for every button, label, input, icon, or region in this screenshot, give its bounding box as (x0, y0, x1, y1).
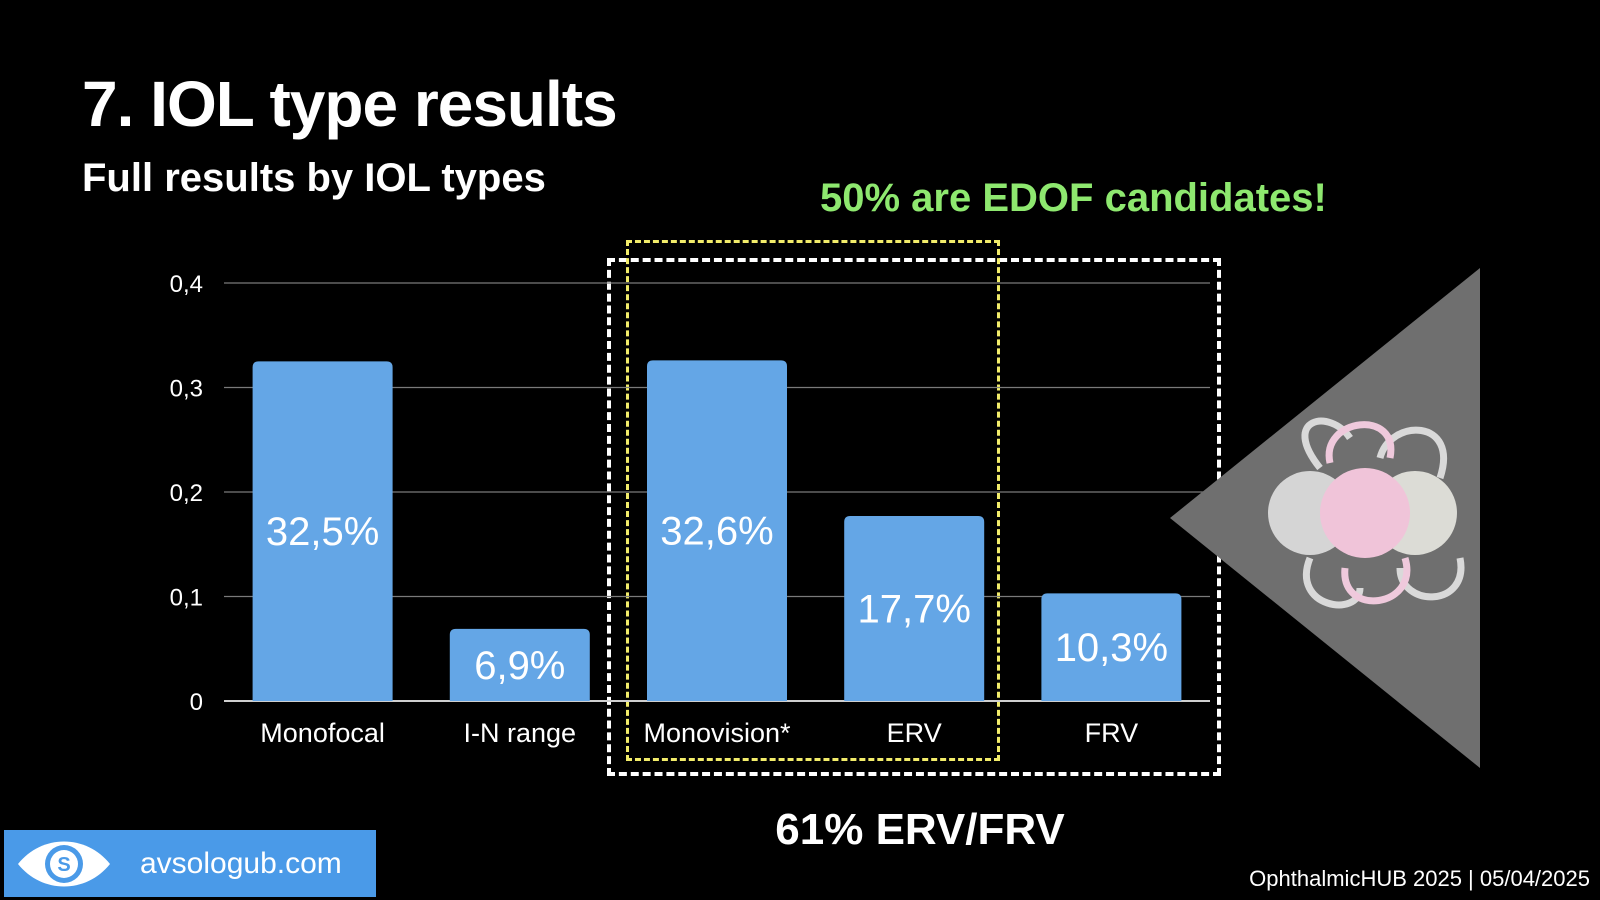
x-tick-label: ERV (887, 718, 942, 748)
data-label: 32,6% (660, 510, 773, 554)
y-tick-label: 0,3 (170, 376, 203, 403)
slide-subtitle: Full results by IOL types (82, 156, 546, 200)
eye-logo-icon: S (18, 841, 110, 886)
y-tick-label: 0,4 (170, 271, 203, 298)
edof-callout: 50% are EDOF candidates! (820, 176, 1327, 220)
svg-text:S: S (57, 854, 70, 876)
y-tick-label: 0 (190, 689, 203, 716)
data-label: 32,5% (266, 510, 379, 554)
lens-center-optic-icon (1320, 468, 1410, 558)
data-label: 6,9% (474, 644, 565, 688)
bar (1041, 593, 1182, 701)
data-label: 17,7% (857, 588, 970, 632)
bar (449, 628, 590, 701)
iol-type-bar-chart: 0 0,1 0,2 0,3 0,4 32,5% Monofocal 6,9% I-N range… (170, 271, 1210, 748)
slide-title: 7. IOL type results (82, 68, 618, 140)
bar (647, 360, 787, 701)
bar (844, 516, 985, 701)
x-tick-label: FRV (1085, 718, 1139, 748)
y-tick-label: 0,2 (170, 480, 203, 507)
edof-highlight-box (626, 240, 1000, 761)
x-tick-label: Monofocal (260, 718, 385, 748)
footer-text: OphthalmicHUB 2025 | 05/04/2025 (1249, 866, 1590, 891)
erv-frv-callout: 61% ERV/FRV (775, 805, 1065, 854)
x-tick-label: Monovision* (643, 718, 791, 748)
iol-lens-illustration (1170, 268, 1480, 768)
bar (252, 361, 393, 701)
brand-banner[interactable]: S avsologub.com (4, 830, 376, 897)
lens-center-icon (1325, 421, 1411, 605)
y-tick-label: 0,1 (170, 585, 203, 612)
data-label: 10,3% (1055, 626, 1168, 670)
brand-link[interactable]: avsologub.com (140, 846, 342, 880)
x-tick-label: I-N range (464, 718, 577, 748)
